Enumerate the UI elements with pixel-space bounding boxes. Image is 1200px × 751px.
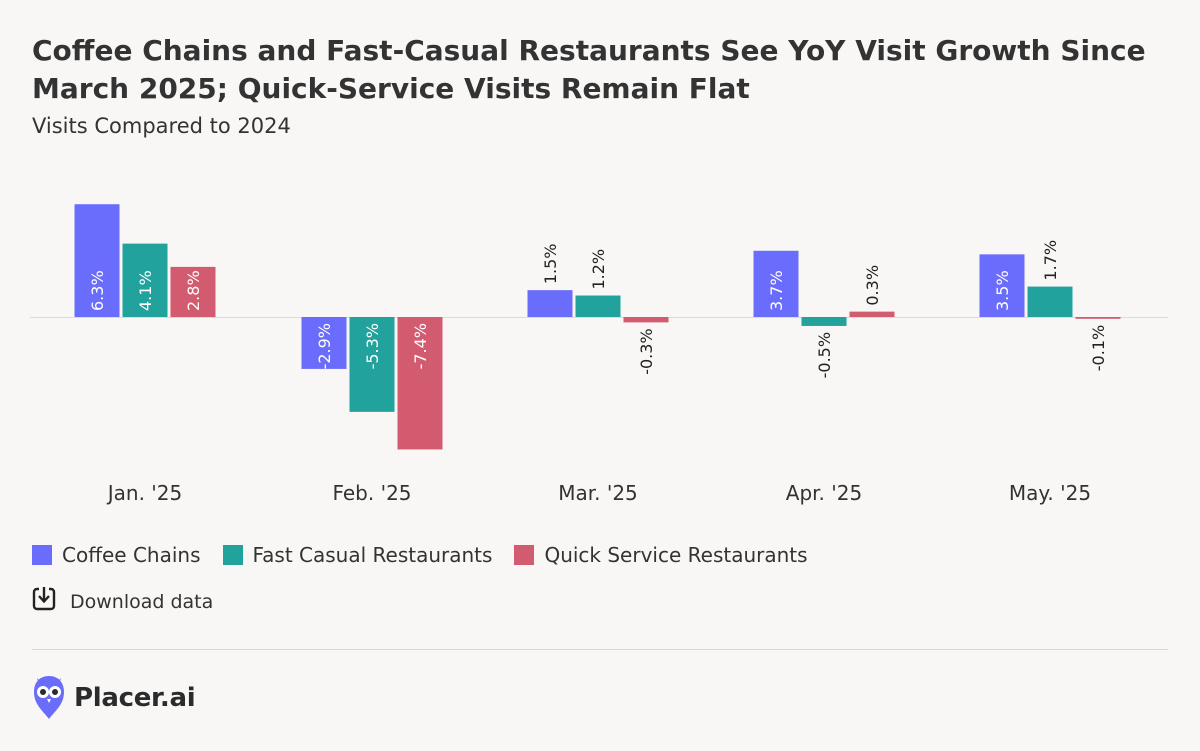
- bar-coffee-chains-feb-25[interactable]: [301, 317, 347, 369]
- data-label-quick-service-restaurants-feb-25: -7.4%: [411, 323, 430, 369]
- download-icon: [32, 586, 56, 617]
- legend-item-fast-casual[interactable]: Fast Casual Restaurants: [222, 543, 493, 567]
- bar-quick-service-restaurants-may-25[interactable]: [1075, 317, 1121, 319]
- bar-quick-service-restaurants-feb-25[interactable]: [397, 317, 443, 450]
- bar-fast-casual-restaurants-feb-25[interactable]: [349, 317, 395, 412]
- download-data-label: Download data: [70, 590, 214, 613]
- x-tick-label-mar-25: Mar. '25: [558, 481, 638, 505]
- data-label-coffee-chains-feb-25: -2.9%: [315, 323, 334, 369]
- legend-item-coffee-chains[interactable]: Coffee Chains: [32, 543, 201, 567]
- download-data-button[interactable]: Download data: [32, 586, 213, 617]
- data-label-fast-casual-restaurants-mar-25: 1.2%: [589, 249, 608, 290]
- chart-legend: Coffee Chains Fast Casual Restaurants Qu…: [32, 543, 808, 567]
- legend-swatch-fast-casual: [222, 545, 243, 565]
- x-tick-label-feb-25: Feb. '25: [332, 481, 411, 505]
- x-tick-label-jan-25: Jan. '25: [106, 481, 183, 505]
- bar-fast-casual-restaurants-jan-25[interactable]: [122, 243, 168, 317]
- x-tick-label-apr-25: Apr. '25: [786, 481, 862, 505]
- footer-divider: [32, 649, 1168, 650]
- legend-swatch-quick-service: [514, 545, 535, 565]
- x-tick-label-may-25: May. '25: [1009, 481, 1091, 505]
- legend-label-coffee-chains: Coffee Chains: [62, 543, 201, 567]
- data-label-fast-casual-restaurants-jan-25: 4.1%: [136, 270, 155, 311]
- legend-label-fast-casual: Fast Casual Restaurants: [252, 543, 493, 567]
- bar-fast-casual-restaurants-mar-25[interactable]: [575, 295, 621, 317]
- data-label-quick-service-restaurants-may-25: -0.1%: [1089, 325, 1108, 371]
- legend-label-quick-service: Quick Service Restaurants: [544, 543, 808, 567]
- data-label-quick-service-restaurants-mar-25: -0.3%: [637, 328, 656, 374]
- data-label-fast-casual-restaurants-feb-25: -5.3%: [363, 323, 382, 369]
- data-label-coffee-chains-jan-25: 6.3%: [88, 270, 107, 311]
- data-label-coffee-chains-apr-25: 3.7%: [767, 270, 786, 311]
- legend-item-quick-service[interactable]: Quick Service Restaurants: [514, 543, 808, 567]
- data-label-fast-casual-restaurants-may-25: 1.7%: [1041, 240, 1060, 281]
- bar-fast-casual-restaurants-may-25[interactable]: [1027, 286, 1073, 317]
- bar-quick-service-restaurants-mar-25[interactable]: [623, 317, 669, 323]
- bar-coffee-chains-jan-25[interactable]: [74, 204, 120, 317]
- data-label-coffee-chains-may-25: 3.5%: [993, 270, 1012, 311]
- bar-quick-service-restaurants-jan-25[interactable]: [170, 266, 216, 317]
- owl-logo-icon: [32, 672, 66, 724]
- bar-fast-casual-restaurants-apr-25[interactable]: [801, 317, 847, 326]
- data-label-fast-casual-restaurants-apr-25: -0.5%: [815, 332, 834, 378]
- brand[interactable]: Placer.ai: [32, 672, 196, 724]
- data-label-quick-service-restaurants-apr-25: 0.3%: [863, 265, 882, 306]
- data-label-quick-service-restaurants-jan-25: 2.8%: [184, 270, 203, 311]
- bar-quick-service-restaurants-apr-25[interactable]: [849, 311, 895, 317]
- bar-coffee-chains-mar-25[interactable]: [527, 290, 573, 317]
- chart-subtitle: Visits Compared to 2024: [32, 114, 291, 138]
- data-label-coffee-chains-mar-25: 1.5%: [541, 243, 560, 284]
- bar-coffee-chains-apr-25[interactable]: [753, 250, 799, 317]
- bar-chart: 6.3% 4.1% 2.8% Jan. '25 -2.9% -5.3% -7.4% Feb. …: [30, 204, 1168, 505]
- bar-coffee-chains-may-25[interactable]: [979, 254, 1025, 317]
- chart-title: Coffee Chains and Fast-Casual Restaurant…: [32, 34, 1146, 105]
- brand-name: Placer.ai: [74, 683, 196, 713]
- legend-swatch-coffee-chains: [32, 545, 52, 565]
